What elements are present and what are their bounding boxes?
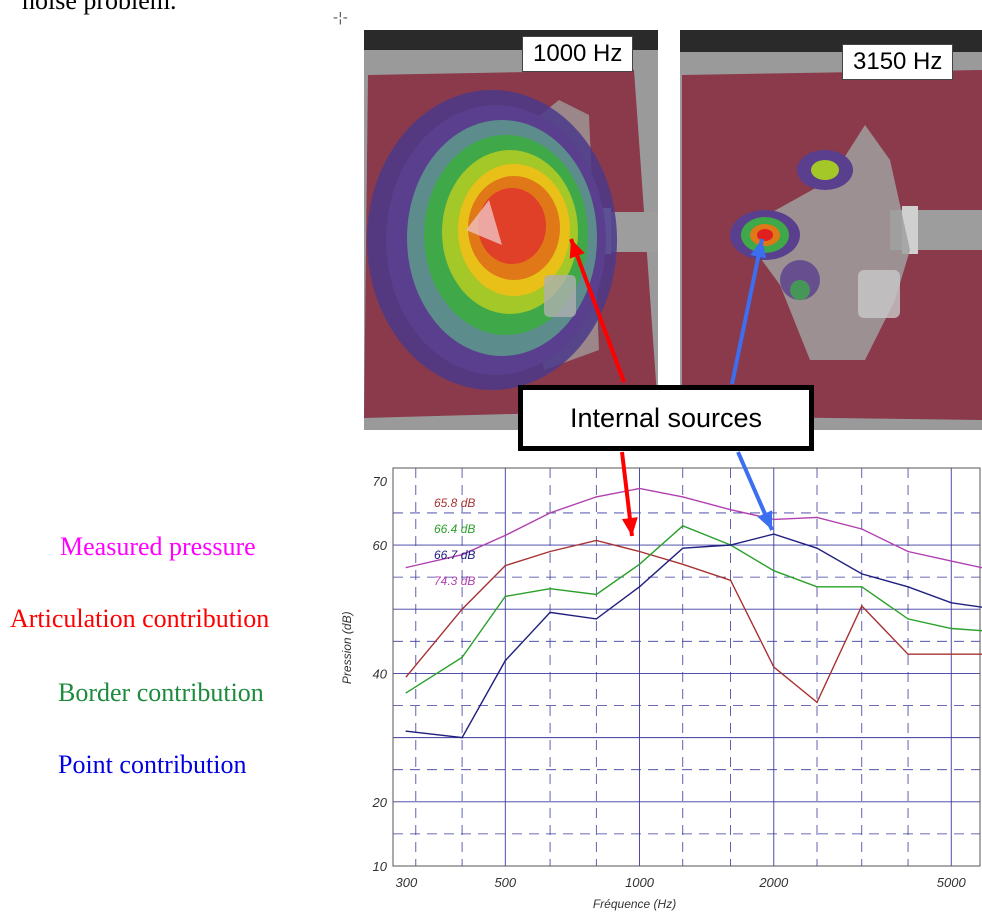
series-value-label: 66.4 dB (434, 522, 475, 536)
series-value-label: 66.7 dB (434, 548, 475, 562)
y-tick-label: 60 (373, 538, 388, 553)
heatmap-3150hz: 3150 Hz (680, 30, 982, 430)
legend-border-contribution: Border contribution (58, 678, 264, 707)
series-point (405, 566, 408, 569)
blue-arrow-up (730, 238, 764, 385)
callout-arrows (569, 238, 774, 537)
series-point (772, 569, 775, 572)
series-point (638, 563, 641, 566)
series-point (729, 508, 732, 511)
series-point (772, 666, 775, 668)
series-point (860, 573, 863, 575)
heatmap-1000hz-label: 1000 Hz (522, 36, 634, 72)
series-point (772, 518, 775, 521)
chart-series-labels: 65.8 dB 66.4 dB 66.7 dB 74.3 dB (434, 496, 475, 588)
series-line (405, 539, 982, 704)
series-point (907, 585, 909, 588)
series-point (461, 553, 463, 556)
series-point (729, 579, 732, 582)
series-point (907, 550, 909, 553)
heatmap-3150hz-image (680, 30, 982, 430)
chart-series (405, 487, 982, 739)
plot-border (392, 467, 981, 867)
series-point (461, 608, 463, 611)
y-tick-label: 70 (373, 474, 388, 489)
series-point (950, 602, 953, 604)
series-point (907, 618, 909, 620)
series-point (638, 585, 641, 588)
x-tick-label: 5000 (937, 875, 967, 890)
series-value-label: 65.8 dB (434, 496, 475, 510)
series-line (406, 524, 982, 694)
series-point (405, 675, 408, 678)
series-point (816, 585, 818, 588)
series-point (681, 524, 684, 527)
red-arrow-up (569, 238, 626, 383)
series-value-label: 74.3 dB (434, 574, 475, 588)
series-point (950, 560, 953, 562)
series-point (595, 539, 598, 542)
y-tick-label: 10 (373, 859, 388, 874)
red-arrow-up-head (569, 239, 585, 259)
series-line (406, 487, 982, 569)
series-point (549, 550, 551, 553)
series-line (406, 533, 982, 739)
series-point (950, 653, 953, 655)
series-point (461, 736, 463, 739)
series-point (595, 496, 598, 498)
series-point (405, 730, 408, 732)
blue-arrow-down-head (757, 510, 773, 530)
blue-arrow-up-head (750, 239, 767, 259)
series-point (405, 691, 408, 694)
chart-axes: 10 20 40 60 70 300 500 1000 2000 5000 Fréquence (H… (340, 467, 981, 911)
cursor-crosshair-icon: -¦- (333, 10, 348, 26)
heatmap-3150hz-label: 3150 Hz (842, 44, 954, 80)
x-tick-label: 1000 (625, 875, 655, 890)
x-axis-title: Fréquence (Hz) (593, 897, 676, 911)
series-point (549, 512, 551, 514)
series-point (595, 593, 598, 596)
chart-grid (393, 468, 980, 866)
x-tick-label: 2000 (758, 875, 789, 890)
series-point (860, 585, 863, 588)
series-point (549, 587, 551, 590)
series-point (816, 701, 818, 704)
series-point (638, 550, 641, 553)
x-tick-label: 300 (396, 875, 418, 890)
x-tick-label: 500 (494, 875, 516, 890)
red-arrow-down-head (621, 517, 638, 536)
series-point (860, 605, 863, 607)
series-point (504, 534, 507, 537)
series-point (681, 496, 684, 498)
series-point (950, 627, 953, 630)
series-point (504, 659, 507, 662)
legend-point-contribution: Point contribution (58, 750, 247, 779)
series-point (681, 563, 684, 566)
series-point (816, 516, 818, 519)
series-point (860, 528, 863, 530)
legend-articulation-contribution: Articulation contribution (10, 604, 270, 633)
y-axis-title: Pression (dB) (340, 611, 354, 684)
series-point (461, 656, 463, 659)
series-point (681, 547, 684, 550)
legend-measured-pressure: Measured pressure (60, 532, 256, 561)
y-tick-label: 20 (372, 795, 388, 810)
heatmap-1000hz-image (364, 30, 658, 430)
series-point (772, 533, 775, 535)
series-point (638, 487, 641, 490)
series-point (504, 564, 507, 567)
internal-sources-callout: Internal sources (518, 385, 814, 451)
heatmap-1000hz: 1000 Hz (364, 30, 658, 430)
series-point (549, 611, 551, 614)
series-point (907, 653, 909, 655)
series-point (504, 595, 507, 598)
series-point (729, 544, 732, 546)
top-text: noise problem. (22, 0, 177, 15)
series-point (816, 547, 818, 550)
y-tick-label: 40 (373, 666, 388, 681)
series-point (595, 618, 598, 620)
